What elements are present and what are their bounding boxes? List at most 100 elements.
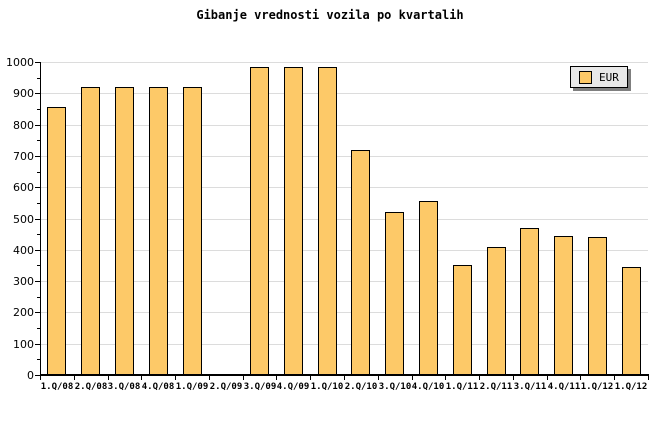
gridline <box>40 62 648 63</box>
x-tick-label: 2.Q/09 <box>209 382 243 392</box>
y-axis-line <box>40 62 41 376</box>
y-tick <box>37 78 40 79</box>
x-tick <box>580 376 581 380</box>
bar <box>588 237 607 375</box>
bar <box>351 150 370 375</box>
y-tick-label: 700 <box>13 150 34 163</box>
y-tick <box>37 172 40 173</box>
chart-title: Gibanje vrednosti vozila po kvartalih <box>196 8 464 22</box>
gridline <box>40 219 648 220</box>
y-tick <box>35 62 40 63</box>
x-tick <box>479 376 480 380</box>
x-tick <box>276 376 277 380</box>
y-tick <box>35 250 40 251</box>
x-tick <box>344 376 345 380</box>
y-tick-label: 100 <box>13 338 34 351</box>
gridline <box>40 250 648 251</box>
x-tick-label: 1.Q/11 <box>445 382 479 392</box>
y-tick-label: 300 <box>13 275 34 288</box>
x-tick-label: 1.Q/09 <box>175 382 209 392</box>
bar <box>487 247 506 375</box>
y-tick <box>37 140 40 141</box>
x-tick-label: 4.Q/09 <box>276 382 310 392</box>
bar <box>622 267 641 375</box>
y-tick-label: 1000 <box>6 56 34 69</box>
y-tick <box>35 156 40 157</box>
x-tick-label: 1.Q/12 <box>580 382 614 392</box>
bar <box>419 201 438 375</box>
x-tick <box>513 376 514 380</box>
y-tick <box>35 344 40 345</box>
x-tick-label: 1.Q/10 <box>310 382 344 392</box>
y-tick <box>37 359 40 360</box>
y-tick <box>37 265 40 266</box>
y-tick-label: 500 <box>13 213 34 226</box>
y-tick <box>37 297 40 298</box>
x-tick <box>412 376 413 380</box>
x-tick <box>243 376 244 380</box>
legend-label: EUR <box>599 70 619 84</box>
gridline <box>40 187 648 188</box>
gridline <box>40 93 648 94</box>
x-tick-label: 3.Q/09 <box>243 382 277 392</box>
y-tick <box>35 93 40 94</box>
bar <box>183 87 202 375</box>
bar <box>250 67 269 375</box>
y-tick <box>37 328 40 329</box>
y-tick-label: 0 <box>27 369 34 382</box>
bar <box>284 67 303 375</box>
bar <box>47 107 66 375</box>
x-tick-label: 4.Q/10 <box>411 382 445 392</box>
y-tick <box>37 203 40 204</box>
x-tick-label: 1.Q/12 <box>614 382 648 392</box>
y-tick <box>37 109 40 110</box>
gridline <box>40 344 648 345</box>
gridline <box>40 281 648 282</box>
y-tick <box>35 125 40 126</box>
y-tick-label: 600 <box>13 181 34 194</box>
y-tick-label: 900 <box>13 87 34 100</box>
x-tick <box>74 376 75 380</box>
bar <box>453 265 472 375</box>
gridline <box>40 312 648 313</box>
x-tick <box>547 376 548 380</box>
y-tick <box>35 312 40 313</box>
x-tick-label: 3.Q/11 <box>513 382 547 392</box>
x-tick-label: 2.Q/10 <box>344 382 378 392</box>
gridline <box>40 156 648 157</box>
x-tick <box>614 376 615 380</box>
y-tick <box>35 375 40 376</box>
x-tick-label: 3.Q/10 <box>378 382 412 392</box>
x-tick <box>209 376 210 380</box>
x-tick <box>141 376 142 380</box>
x-tick <box>175 376 176 380</box>
bar <box>554 236 573 375</box>
y-tick <box>37 234 40 235</box>
x-tick-label: 2.Q/11 <box>479 382 513 392</box>
bar <box>149 87 168 375</box>
y-tick-label: 400 <box>13 244 34 257</box>
y-tick <box>35 219 40 220</box>
x-tick-label: 3.Q/08 <box>107 382 141 392</box>
x-axis-line <box>40 374 649 376</box>
x-tick-label: 4.Q/08 <box>141 382 175 392</box>
bar <box>318 67 337 375</box>
bar <box>520 228 539 375</box>
bar <box>115 87 134 375</box>
x-tick <box>108 376 109 380</box>
legend-swatch-eur <box>579 70 592 84</box>
legend: EUR <box>570 66 628 88</box>
y-tick <box>35 281 40 282</box>
bar <box>385 212 404 375</box>
x-tick <box>445 376 446 380</box>
x-tick <box>310 376 311 380</box>
y-tick-label: 200 <box>13 306 34 319</box>
x-tick <box>40 376 41 380</box>
bar <box>81 87 100 375</box>
x-tick-label: 4.Q/11 <box>547 382 581 392</box>
gridline <box>40 125 648 126</box>
x-tick-label: 1.Q/08 <box>40 382 74 392</box>
x-tick-label: 2.Q/08 <box>74 382 108 392</box>
y-tick-label: 800 <box>13 119 34 132</box>
